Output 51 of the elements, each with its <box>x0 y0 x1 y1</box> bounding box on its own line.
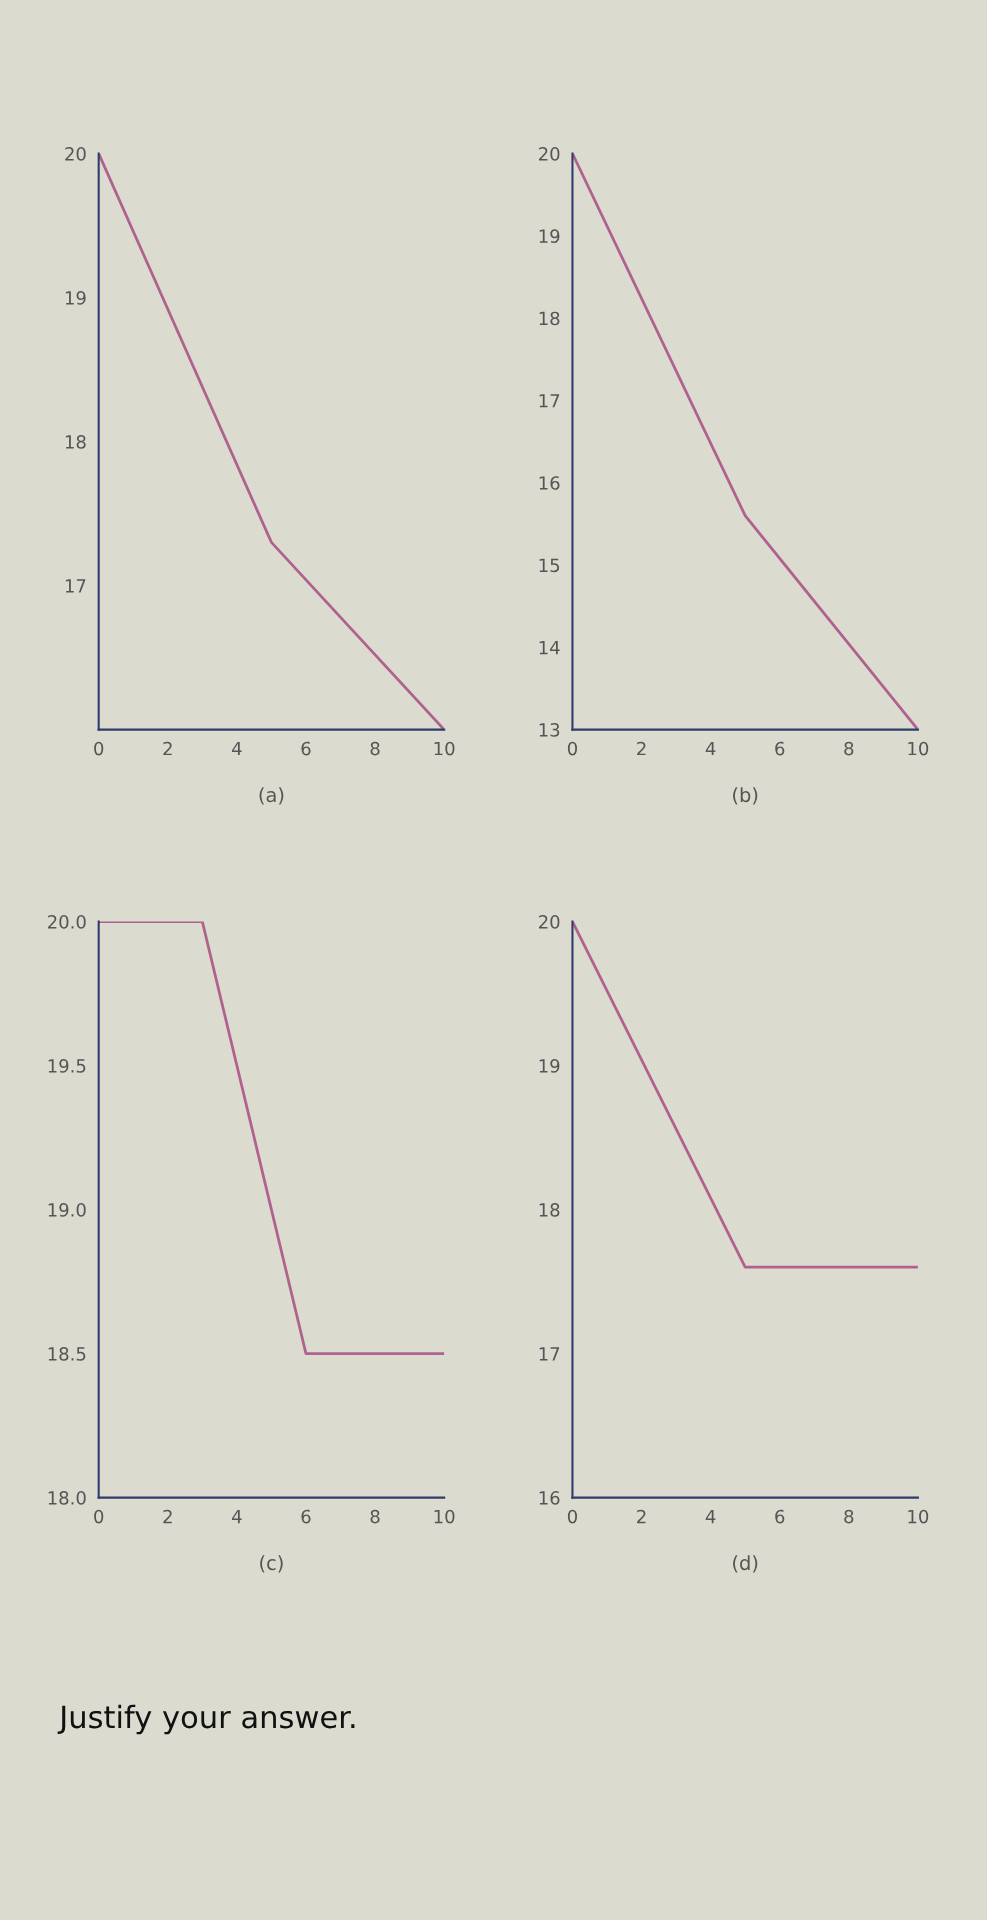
x-tick-label: 10 <box>908 741 929 756</box>
x-tick-label: 6 <box>301 1509 311 1524</box>
x-tick-label: 0 <box>567 741 577 756</box>
x-tick-label: 2 <box>163 741 172 756</box>
y-tick-label: 19 <box>65 291 86 305</box>
y-tick-label: 20.0 <box>48 915 86 929</box>
x-tick-label: 4 <box>232 741 242 756</box>
y-tick-label: 19.5 <box>48 1059 86 1073</box>
y-tick-label: 19.0 <box>48 1203 86 1217</box>
x-tick-label: 0 <box>567 1509 577 1524</box>
y-tick-label: 20 <box>65 147 86 161</box>
y-tick-label: 19 <box>539 229 560 243</box>
y-tick-label: 16 <box>539 1491 560 1505</box>
y-tick-label: 20 <box>539 915 560 929</box>
x-tick-label: 8 <box>844 741 854 756</box>
x-tick-label: 6 <box>775 1509 785 1524</box>
x-tick-label: 0 <box>94 741 104 756</box>
x-tick-label: 4 <box>705 1509 716 1524</box>
y-tick-label: 16 <box>539 476 560 490</box>
text: (d) <box>733 1555 758 1573</box>
x-tick-label: 6 <box>775 741 785 756</box>
x-tick-label: 8 <box>844 1509 854 1524</box>
y-tick-label: 18.5 <box>48 1347 86 1361</box>
x-tick-label: 4 <box>232 1509 242 1524</box>
y-tick-label: 18 <box>539 1203 560 1217</box>
x-tick-label: 10 <box>434 1509 455 1524</box>
y-tick-label: 18 <box>539 311 560 326</box>
x-tick-label: 2 <box>637 741 646 756</box>
y-tick-label: 17 <box>539 394 560 408</box>
x-tick-label: 2 <box>637 1509 646 1524</box>
x-tick-label: 10 <box>908 1509 929 1524</box>
y-tick-label: 14 <box>539 641 560 655</box>
text: Justify your answer. <box>57 1704 355 1735</box>
y-tick-label: 19 <box>539 1059 560 1073</box>
x-tick-label: 2 <box>163 1509 172 1524</box>
y-tick-label: 17 <box>65 579 86 593</box>
y-tick-label: 20 <box>539 147 560 161</box>
y-tick-label: 18.0 <box>48 1491 86 1505</box>
y-tick-label: 17 <box>539 1347 560 1361</box>
x-tick-label: 8 <box>370 1509 380 1524</box>
y-tick-label: 18 <box>65 435 86 449</box>
x-tick-label: 8 <box>370 741 380 756</box>
x-tick-label: 0 <box>94 1509 104 1524</box>
x-tick-label: 6 <box>301 741 311 756</box>
y-tick-label: 15 <box>539 558 560 573</box>
y-tick-label: 13 <box>539 723 560 737</box>
x-tick-label: 4 <box>705 741 716 756</box>
text: (a) <box>259 787 284 805</box>
text: (b) <box>733 787 758 805</box>
text: (c) <box>260 1555 283 1573</box>
x-tick-label: 10 <box>434 741 455 756</box>
